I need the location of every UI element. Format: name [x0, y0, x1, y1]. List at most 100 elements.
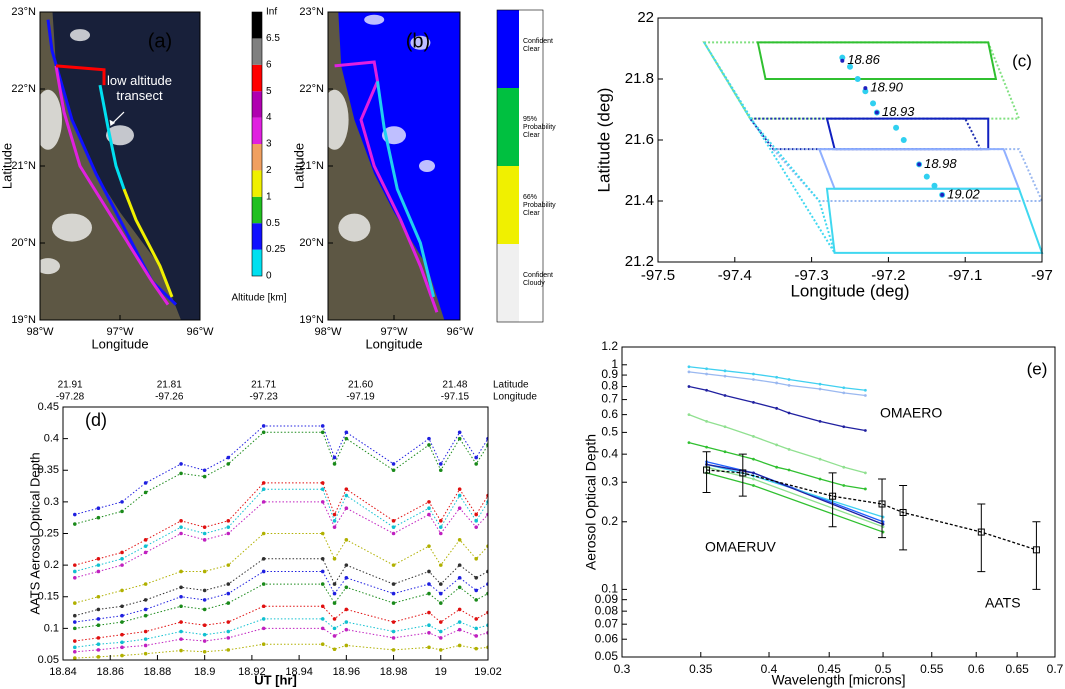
data-point — [96, 563, 101, 567]
data-point — [332, 634, 337, 638]
data-point — [332, 557, 337, 561]
y-axis-label: AATS Aerosol Optical Depth — [27, 452, 42, 614]
legend-swatch — [497, 88, 519, 166]
y-tick-label: 22°N — [11, 83, 36, 95]
data-point — [344, 538, 349, 542]
y-tick-label: 0.2 — [601, 514, 618, 528]
y-tick-label: 0.3 — [44, 496, 59, 508]
data-point — [977, 528, 985, 536]
track-point — [847, 63, 853, 70]
data-point — [332, 601, 337, 605]
data-point — [120, 613, 124, 618]
x-tick-label: 96°W — [446, 326, 474, 338]
top-longitude-title: Longitude — [493, 392, 537, 403]
data-point — [73, 601, 77, 605]
data-point — [120, 500, 124, 504]
data-point — [226, 582, 231, 586]
data-point — [842, 465, 846, 469]
data-point — [96, 617, 101, 621]
top-longitude-label: -97.23 — [250, 392, 279, 403]
series-line — [74, 482, 488, 566]
x-tick-label: 97°W — [380, 326, 408, 338]
x-axis-label: Longitude — [91, 336, 148, 351]
data-point — [261, 487, 266, 492]
data-point — [842, 425, 846, 429]
pixel-footprint — [825, 187, 1044, 254]
panel-label: (e) — [1027, 359, 1048, 378]
colorbar-segment — [252, 64, 262, 92]
data-point — [899, 508, 907, 516]
y-tick-label: 0.05 — [595, 649, 619, 663]
data-point — [261, 531, 266, 536]
data-point — [391, 468, 396, 473]
data-point — [474, 626, 478, 631]
data-point — [863, 388, 867, 392]
data-point — [752, 471, 755, 475]
x-tick-label: 18.88 — [144, 666, 172, 678]
data-point — [143, 607, 148, 612]
y-axis-label: Aerosol Optical Depth — [583, 434, 599, 570]
data-point — [457, 620, 462, 624]
data-point — [179, 594, 183, 599]
arrow-head — [109, 119, 116, 126]
data-point — [143, 544, 148, 548]
data-point — [752, 434, 755, 438]
data-point — [320, 424, 325, 428]
y-tick-label: 0.07 — [595, 616, 619, 630]
annotation: low altitude transect — [106, 72, 173, 103]
series-line — [74, 570, 488, 623]
time-label: 19.02 — [947, 186, 980, 201]
data-point — [427, 436, 431, 441]
data-point — [457, 493, 462, 498]
data-point — [202, 639, 207, 643]
y-tick-label: 0.1 — [601, 582, 618, 596]
data-point — [202, 569, 207, 574]
data-point — [427, 506, 431, 511]
data-point — [391, 591, 396, 596]
data-point — [752, 372, 755, 376]
top-latitude-title: Latitude — [493, 380, 529, 391]
cloud — [419, 160, 435, 172]
error-bar — [738, 453, 747, 497]
x-tick-label: 0.7 — [1047, 662, 1064, 676]
data-point — [202, 538, 207, 542]
data-point — [226, 636, 231, 640]
colorbar-tick-label: 3 — [266, 139, 272, 150]
y-tick-label: 0.5 — [601, 425, 618, 439]
data-point — [73, 613, 77, 618]
colorbar-tick-label: 1 — [266, 191, 272, 202]
data-point — [120, 604, 124, 609]
time-mark — [940, 192, 945, 197]
data-point — [96, 623, 101, 628]
data-point — [261, 424, 266, 428]
x-tick-label: 18.92 — [238, 666, 266, 678]
series-line — [74, 488, 488, 572]
time-label: 18.98 — [924, 156, 957, 171]
top-latitude-label: 21.81 — [157, 380, 182, 391]
top-latitude-label: 21.91 — [58, 380, 83, 391]
series-line — [74, 583, 488, 629]
series-line — [74, 643, 488, 659]
y-tick-label: 0.45 — [38, 401, 59, 413]
data-point — [457, 575, 462, 580]
data-point — [120, 509, 124, 514]
legend-swatch — [497, 166, 519, 244]
y-tick-label: 0.9 — [601, 367, 618, 381]
plot-frame — [621, 346, 1056, 658]
data-point — [723, 374, 727, 378]
cloud — [410, 35, 431, 50]
data-point — [320, 531, 325, 536]
data-point — [73, 656, 77, 660]
data-point — [261, 642, 266, 646]
data-point — [344, 506, 349, 511]
data-point — [427, 512, 431, 517]
data-point — [179, 471, 183, 476]
data-point — [438, 468, 443, 473]
data-point — [143, 490, 148, 495]
cloud — [328, 89, 349, 150]
data-point — [438, 582, 443, 586]
data-point — [344, 430, 349, 435]
data-point — [752, 484, 755, 487]
data-point — [705, 367, 708, 371]
plot-area — [40, 12, 200, 320]
